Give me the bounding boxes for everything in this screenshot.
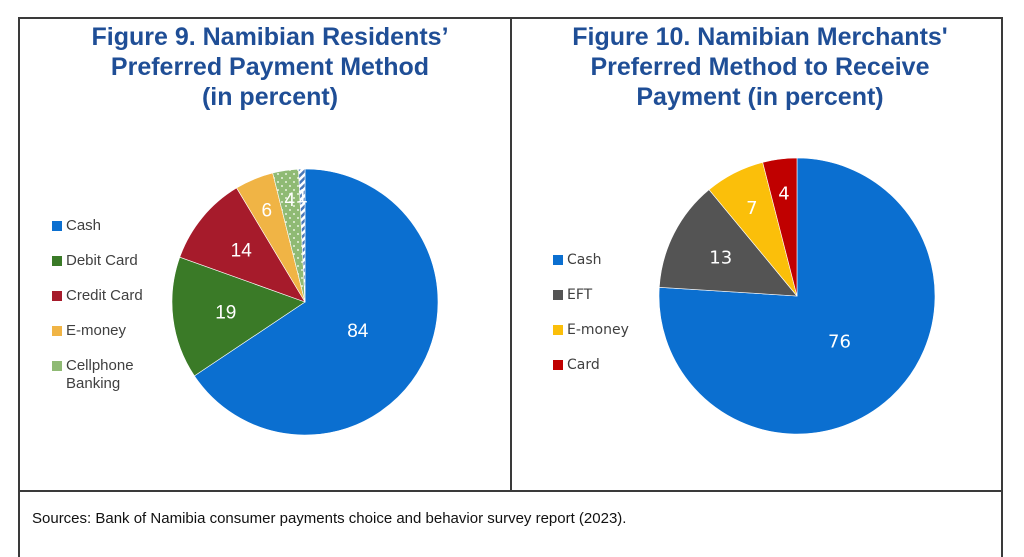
legend-swatch: [52, 361, 62, 371]
pie-slice-eft: [658, 189, 798, 297]
legend-swatch: [52, 326, 62, 336]
pie-slice-other: [298, 168, 306, 303]
title-line: Figure 9. Namibian Residents’: [91, 23, 449, 51]
legend-label: E-money: [567, 322, 629, 338]
data-label: 13: [709, 247, 732, 268]
data-label: 14: [231, 240, 253, 261]
legend-label: Cellphone Banking: [66, 357, 134, 392]
legend-label: Cash: [567, 252, 602, 268]
title-line: Preferred Payment Method: [110, 53, 430, 81]
figure-10-title: Figure 10. Namibian Merchants' Preferred…: [525, 22, 995, 112]
legend-label: EFT: [567, 287, 593, 303]
legend-label: Debit Card: [66, 252, 138, 269]
legend-label: Credit Card: [66, 287, 143, 304]
legend-swatch: [52, 256, 62, 266]
data-label: 84: [347, 321, 369, 342]
data-label: 4: [778, 184, 789, 205]
legend-item: E-money: [553, 321, 653, 339]
source-divider: [18, 490, 1003, 492]
pie-slice-cash: [193, 168, 439, 436]
title-line: (in percent): [201, 83, 339, 111]
pie-slice-card: [762, 157, 798, 297]
pie-slice-cash: [658, 157, 936, 435]
legend-swatch: [553, 325, 563, 335]
legend-item: Card: [553, 356, 653, 374]
legend-item: Cash: [52, 217, 162, 235]
legend-label: Card: [567, 357, 600, 373]
legend-swatch: [553, 255, 563, 265]
pie-chart-2: 76 13 74: [658, 157, 936, 435]
data-label: 6: [262, 200, 273, 221]
data-label: 4: [284, 190, 295, 211]
source-note: Sources: Bank of Namibia consumer paymen…: [32, 510, 627, 527]
legend-item: E-money: [52, 322, 162, 340]
title-line: Preferred Method to Receive: [590, 53, 930, 81]
figure-9-title: Figure 9. Namibian Residents’ Preferred …: [40, 22, 500, 112]
legend-item: Debit Card: [52, 252, 162, 270]
pie-slice-credit-card: [179, 187, 306, 303]
figure-9-legend: Cash Debit Card Credit Card E-money Cellphon…: [52, 217, 162, 410]
data-label: 76: [828, 332, 851, 353]
figure-10-legend: Cash EFT E-money Card: [553, 251, 653, 391]
panel-divider: [510, 17, 512, 491]
title-line: Payment (in percent): [636, 83, 884, 111]
legend-label: Cash: [66, 217, 102, 234]
data-label: 7: [746, 198, 757, 219]
legend-label: E-money: [66, 322, 127, 339]
legend-swatch: [553, 290, 563, 300]
title-line: Figure 10. Namibian Merchants': [572, 23, 948, 51]
pie-slice-debit-card: [171, 256, 306, 377]
data-label: 1: [297, 186, 308, 207]
legend-swatch: [52, 221, 62, 231]
legend-item: Credit Card: [52, 287, 162, 305]
data-label: 19: [215, 302, 236, 323]
legend-swatch: [553, 360, 563, 370]
pie-chart-1: 84 19 14 6 4 1: [171, 168, 439, 436]
legend-item: EFT: [553, 286, 653, 304]
legend-item: Cellphone Banking: [52, 357, 162, 393]
legend-swatch: [52, 291, 62, 301]
legend-item: Cash: [553, 251, 653, 269]
